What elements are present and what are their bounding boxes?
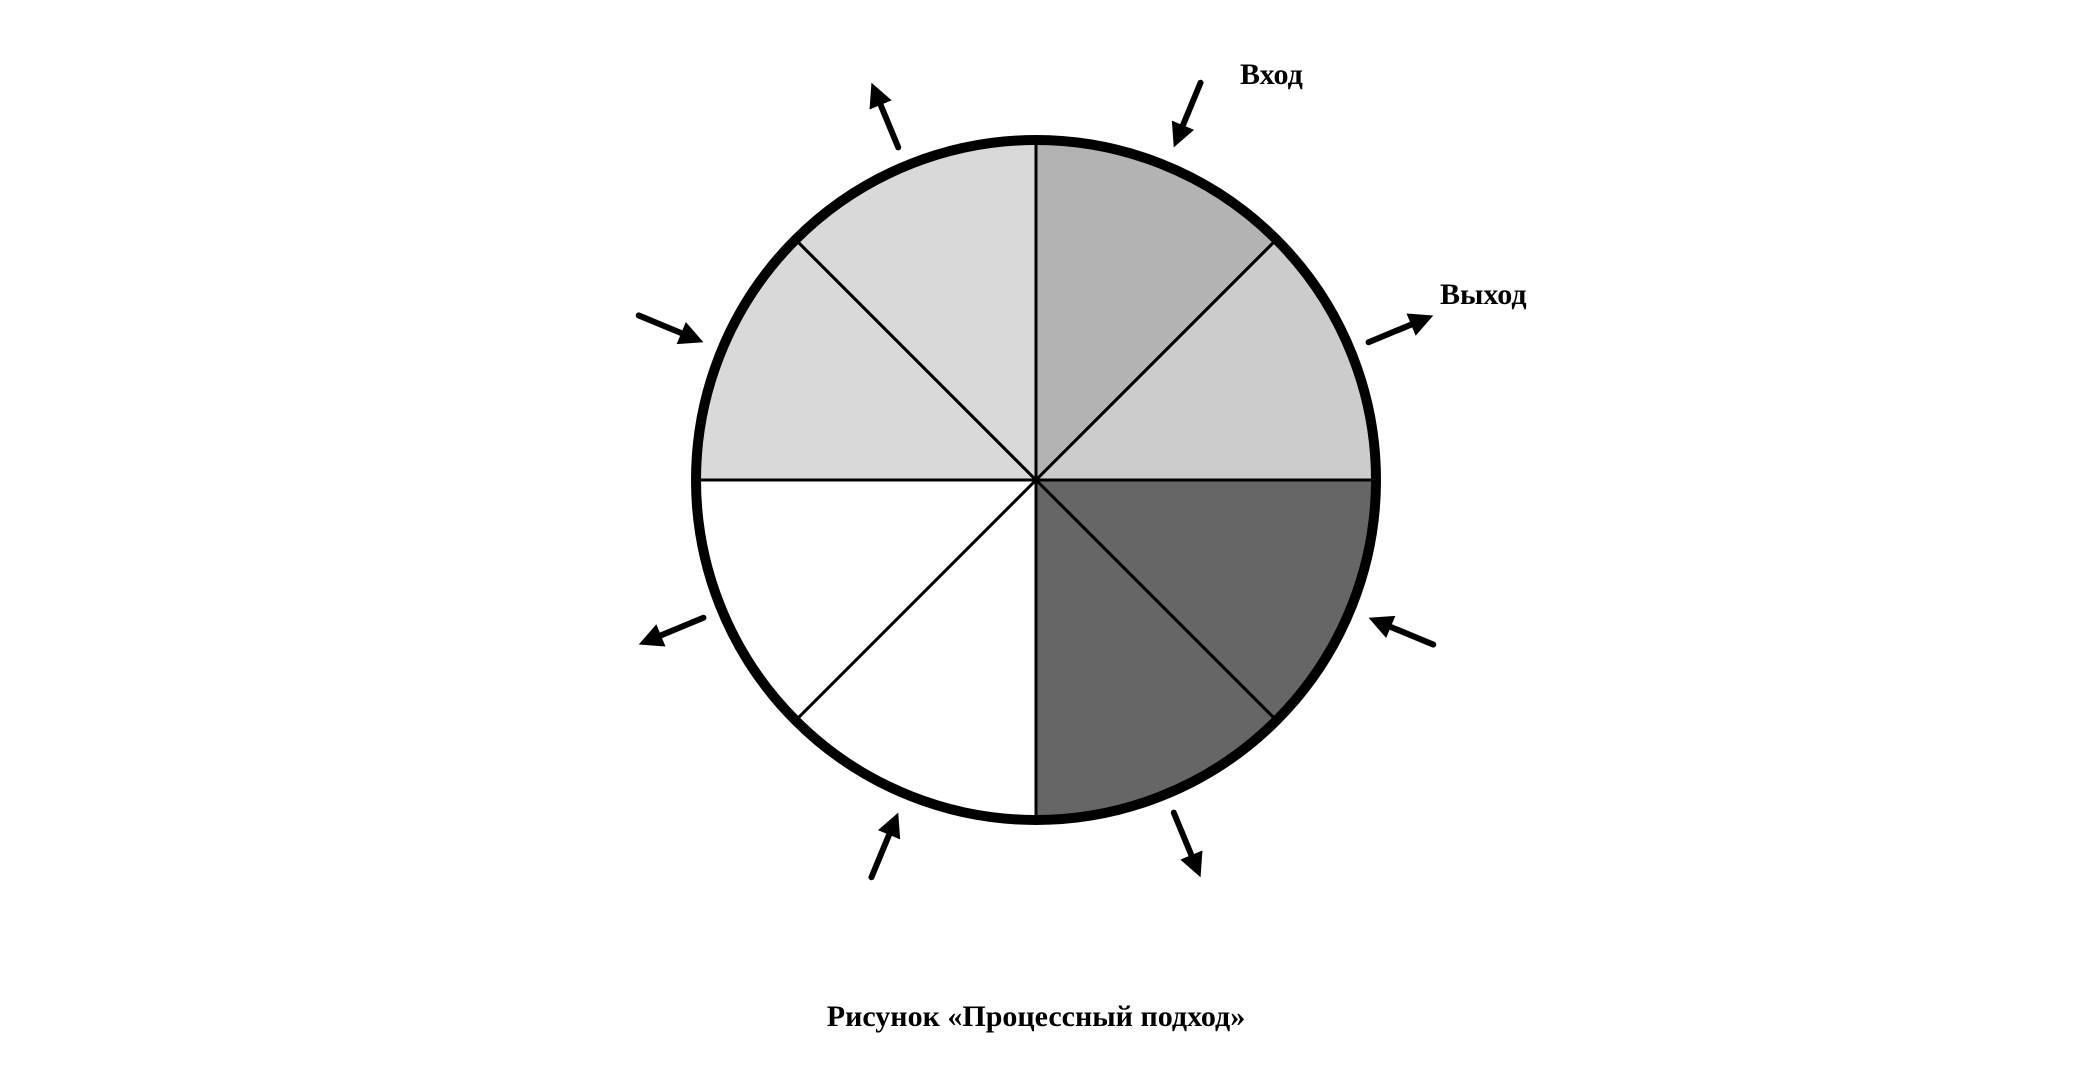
- label-exit: Выход: [1440, 278, 1527, 312]
- diagram-stage: Вход Выход Рисунок «Процессный подход»: [0, 0, 2073, 1068]
- label-entry: Вход: [1240, 58, 1303, 92]
- caption: Рисунок «Процессный подход»: [827, 1000, 1245, 1034]
- process-pie-svg: [0, 0, 2073, 1068]
